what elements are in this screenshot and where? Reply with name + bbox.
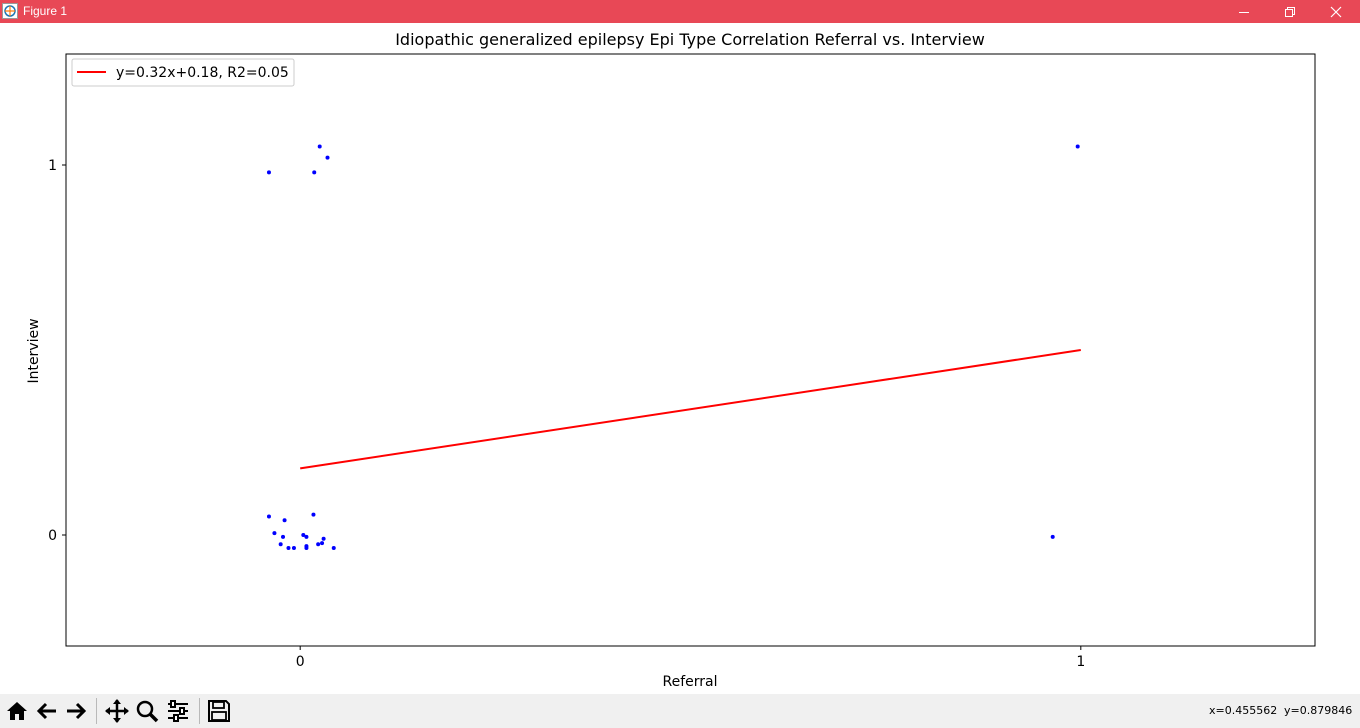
configure-subplots-button[interactable] bbox=[164, 697, 192, 725]
y-axis-label: Interview bbox=[26, 318, 42, 383]
data-point bbox=[286, 545, 291, 550]
data-point bbox=[331, 545, 336, 550]
data-point bbox=[281, 534, 286, 539]
zoom-icon bbox=[136, 700, 159, 723]
data-point bbox=[1050, 534, 1055, 539]
chart-title: Idiopathic generalized epilepsy Epi Type… bbox=[395, 30, 985, 49]
data-point bbox=[282, 518, 287, 523]
x-tick-label: 1 bbox=[1076, 654, 1085, 670]
pan-button[interactable] bbox=[103, 697, 131, 725]
close-icon bbox=[1330, 6, 1342, 17]
close-button[interactable] bbox=[1313, 0, 1359, 23]
data-point bbox=[291, 545, 296, 550]
legend: y=0.32x+0.18, R2=0.05 bbox=[71, 58, 295, 87]
y-tick-label: 1 bbox=[48, 158, 57, 174]
legend-box bbox=[71, 58, 295, 87]
figure-canvas[interactable]: 0 1 0 1 Idiopathic generalized epilepsy Epi… bbox=[0, 23, 1360, 694]
zoom-button[interactable] bbox=[133, 697, 161, 725]
data-point bbox=[266, 514, 271, 519]
home-icon bbox=[7, 702, 27, 720]
forward-button[interactable] bbox=[62, 697, 90, 725]
back-icon bbox=[36, 702, 56, 720]
regression-line bbox=[300, 349, 1081, 470]
toolbar-separator bbox=[199, 698, 200, 724]
toolbar-separator bbox=[96, 698, 97, 724]
data-point bbox=[317, 144, 322, 149]
data-point bbox=[304, 534, 309, 539]
legend-label: y=0.32x+0.18, R2=0.05 bbox=[116, 65, 289, 81]
minimize-button[interactable] bbox=[1221, 0, 1267, 23]
save-button[interactable] bbox=[205, 697, 233, 725]
restore-button[interactable] bbox=[1267, 0, 1313, 23]
data-point bbox=[301, 533, 306, 537]
y-tick-label: 0 bbox=[48, 528, 57, 544]
matplotlib-app-icon bbox=[2, 3, 18, 19]
pan-icon bbox=[105, 699, 129, 723]
forward-icon bbox=[67, 702, 87, 720]
data-point bbox=[1075, 144, 1080, 149]
data-point bbox=[325, 155, 330, 160]
data-point bbox=[278, 542, 283, 547]
x-axis-label: Referral bbox=[663, 674, 718, 690]
back-button[interactable] bbox=[33, 697, 61, 725]
data-point bbox=[272, 531, 277, 536]
data-point bbox=[311, 512, 316, 517]
minimize-icon bbox=[1239, 11, 1249, 13]
data-point bbox=[321, 536, 326, 541]
scatter-chart: 0 1 0 1 Idiopathic generalized epilepsy Epi… bbox=[26, 30, 1316, 690]
cursor-x-readout: x=0.455562 bbox=[1209, 704, 1278, 717]
home-button[interactable] bbox=[3, 697, 31, 725]
window-title: Figure 1 bbox=[23, 4, 68, 18]
data-point bbox=[320, 541, 325, 546]
axes-frame bbox=[65, 53, 1316, 647]
data-point bbox=[316, 542, 321, 547]
save-icon bbox=[208, 700, 230, 722]
navigation-toolbar: x=0.455562 y=0.879846 bbox=[0, 694, 1360, 728]
data-point bbox=[266, 170, 271, 175]
restore-icon bbox=[1285, 6, 1295, 17]
data-point bbox=[312, 170, 317, 175]
window-titlebar: Figure 1 bbox=[0, 0, 1360, 23]
cursor-y-readout: y=0.879846 bbox=[1284, 704, 1353, 717]
x-tick-label: 0 bbox=[296, 654, 305, 670]
data-point bbox=[304, 545, 309, 550]
configure-subplots-icon bbox=[168, 700, 188, 722]
